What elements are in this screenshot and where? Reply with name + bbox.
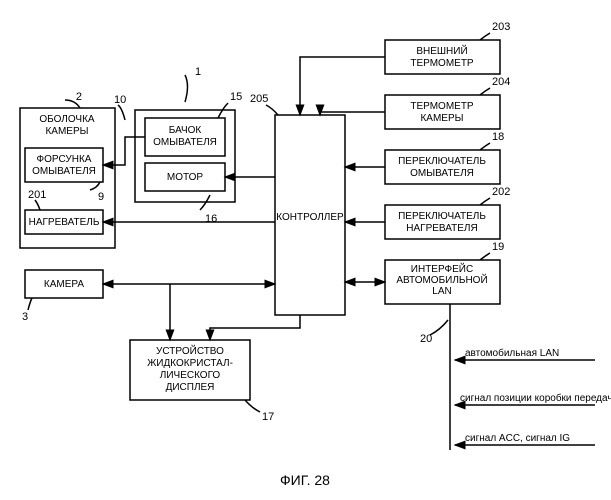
co-202-line [480,198,490,205]
co-3-line [28,298,32,310]
lan-if-l2: АВТОМОБИЛЬНОЙ [396,273,487,286]
co-202: 202 [492,186,510,198]
bus-acc-label: сигнал ACC, сигнал IG [465,433,570,444]
co-203: 203 [492,21,510,33]
lcd-l3: ЛИЧЕСКОГО [160,370,221,381]
lan-if-l3: LAN [432,286,451,297]
ext-therm-l2: ТЕРМОМЕТР [410,58,474,69]
co-205-line [266,105,278,115]
figure-caption: ФИГ. 28 [280,472,330,488]
shell-l2: КАМЕРЫ [45,126,88,137]
tank-l2: ОМЫВАТЕЛЯ [153,137,217,148]
co-20-line [430,320,448,335]
co-9: 9 [98,191,104,203]
co-18-line [480,143,490,150]
co-203-line [480,33,490,40]
conn-ext-ctrl [300,57,385,115]
heat-sw-l1: ПЕРЕКЛЮЧАТЕЛЬ [398,211,486,222]
tank-l1: БАЧОК [169,125,202,136]
co-205: 205 [250,93,268,105]
nozzle-l1: ФОРСУНКА [37,154,92,165]
co-16: 16 [205,213,217,225]
lcd-l2: ЖИДКОКРИСТАЛ- [147,358,233,369]
co-20: 20 [420,333,432,345]
co-10: 10 [114,94,126,106]
ext-therm-l1: ВНЕШНИЙ [416,44,467,57]
co-18: 18 [492,131,504,143]
co-17: 17 [262,411,274,423]
shell-l1: ОБОЛОЧКА [39,114,95,125]
wash-sw-l2: ОМЫВАТЕЛЯ [410,168,474,179]
co-19-line [480,253,490,260]
heat-sw-l2: НАГРЕВАТЕЛЯ [406,223,477,234]
co-10-line [118,105,125,120]
camera-l1: КАМЕРА [44,279,84,290]
lan-if-l1: ИНТЕРФЕЙС [411,262,473,275]
co-15: 15 [230,91,242,103]
co-204-line [480,88,490,95]
conn-ctrl-lcd [210,315,300,340]
controller-l1: КОНТРОЛЛЕР [276,212,344,223]
co-1-line [185,75,188,102]
bus-gear-label: сигнал позиции коробки передач [460,392,611,404]
co-3: 3 [22,311,28,323]
co-17-line [245,400,260,412]
co-19: 19 [492,241,504,253]
wash-sw-l1: ПЕРЕКЛЮЧАТЕЛЬ [398,156,486,167]
co-204: 204 [492,76,510,88]
lcd-l4: ДИСПЛЕЯ [166,382,215,393]
co-2: 2 [76,91,82,103]
heater-l1: НАГРЕВАТЕЛЬ [29,217,100,228]
co-201: 201 [28,189,46,201]
motor-l1: МОТОР [167,172,204,183]
cam-therm-l2: КАМЕРЫ [420,113,463,124]
lcd-l1: УСТРОЙСТВО [156,344,224,357]
diagram-svg: ОБОЛОЧКА КАМЕРЫ ФОРСУНКА ОМЫВАТЕЛЯ НАГРЕ… [0,0,611,500]
bus-lan-label: автомобильная LAN [465,347,559,359]
co-1: 1 [195,66,201,78]
nozzle-l2: ОМЫВАТЕЛЯ [32,166,96,177]
cam-therm-l1: ТЕРМОМЕТР [410,101,474,112]
